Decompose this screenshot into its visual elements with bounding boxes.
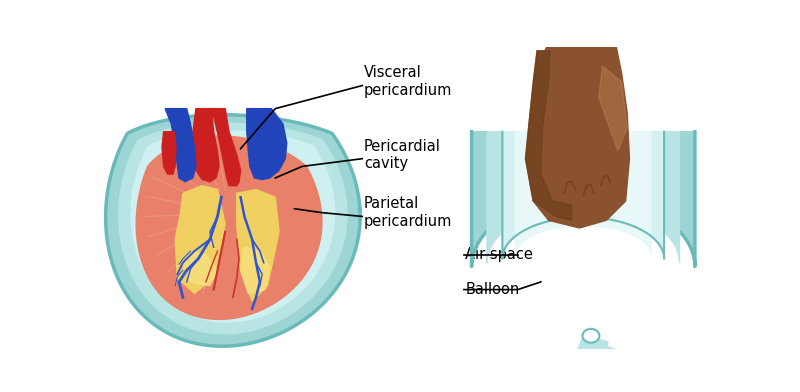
Polygon shape [526,9,630,228]
Polygon shape [118,123,347,334]
Polygon shape [241,247,270,294]
Polygon shape [472,132,695,267]
Polygon shape [193,109,219,182]
Polygon shape [210,109,241,186]
Polygon shape [106,115,360,346]
Text: Balloon: Balloon [466,282,520,297]
Polygon shape [515,132,651,255]
Polygon shape [162,132,176,174]
Text: Pericardial
cavity: Pericardial cavity [364,139,441,171]
Polygon shape [246,109,287,180]
Text: Visceral
pericardium: Visceral pericardium [364,65,452,98]
Polygon shape [526,51,572,220]
Polygon shape [237,189,279,301]
Polygon shape [165,109,196,182]
Text: Parietal
pericardium: Parietal pericardium [364,196,452,229]
Polygon shape [487,132,679,263]
Ellipse shape [582,329,599,343]
Polygon shape [577,339,608,365]
Polygon shape [136,136,322,319]
Polygon shape [183,251,218,286]
Polygon shape [502,132,664,259]
Polygon shape [131,131,334,322]
Text: Air space: Air space [466,247,534,262]
Polygon shape [175,186,226,294]
Polygon shape [598,66,627,151]
